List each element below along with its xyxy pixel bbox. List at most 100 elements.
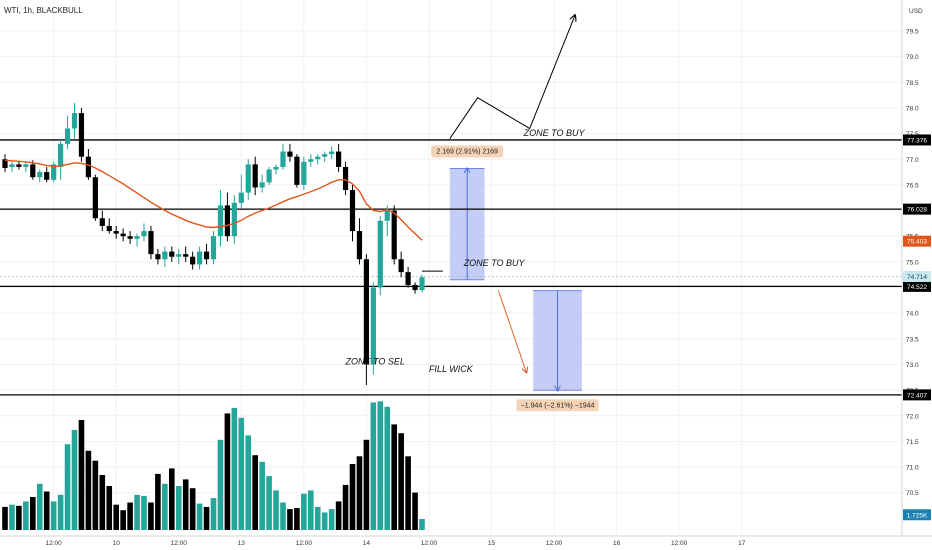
volume-bar: [238, 417, 245, 530]
x-tick-label: 12:00: [46, 540, 63, 547]
candle-body: [148, 231, 154, 255]
y-tick-label: 74.0: [906, 311, 919, 318]
volume-bar: [134, 494, 140, 530]
volume-bar: [314, 506, 321, 530]
candle-body: [280, 151, 286, 167]
measure-up-label-bg: [431, 145, 504, 158]
candle-body: [44, 172, 50, 180]
volume-bar: [356, 456, 363, 530]
measure-down-label: −1.944 (−2.61%) −1944: [521, 402, 595, 409]
candle-body: [405, 272, 411, 285]
volume-bar: [294, 508, 300, 530]
level-price-tag: 76.028: [907, 207, 927, 214]
volume-bar: [231, 407, 238, 530]
volume-bar: [50, 501, 57, 530]
candle-body: [308, 159, 314, 162]
level-price-tag: 72.407: [907, 392, 927, 399]
candle-body: [127, 236, 133, 239]
candle-body: [183, 254, 189, 257]
zone-to-buy-top-label[interactable]: ZONE TO BUY: [523, 128, 586, 138]
fill-wick-label[interactable]: FILL WICK: [429, 364, 474, 374]
last-price-tag: 74.714: [907, 274, 927, 281]
x-tick-label: 14: [363, 540, 371, 547]
candle-body: [412, 284, 418, 291]
candle-body: [336, 151, 342, 167]
candle-body: [259, 182, 265, 188]
trend-drawings[interactable]: [449, 16, 575, 373]
volume-tag: 1.725K: [907, 512, 928, 519]
volume-bar: [162, 483, 168, 530]
volume-bar: [57, 494, 64, 530]
volume-bar: [398, 433, 404, 530]
x-tick-label: 16: [613, 540, 621, 547]
measure-down-label-bg: [516, 399, 599, 412]
zone-to-sell-label[interactable]: ZONE TO SEL: [345, 356, 405, 366]
y-tick-label: 72.0: [906, 413, 919, 420]
volume-bar: [377, 401, 384, 530]
y-tick-label: 71.0: [906, 465, 919, 472]
zone-to-buy-mid-label[interactable]: ZONE TO BUY: [463, 258, 526, 268]
candle-body: [71, 113, 78, 129]
candle-body: [30, 164, 36, 178]
level-price-tag-bg: [903, 203, 931, 215]
x-tick-label: 12:00: [171, 540, 188, 547]
moving-average-line: [4, 159, 423, 241]
horizontal-levels[interactable]: [0, 139, 902, 396]
projected-path-up[interactable]: [449, 16, 575, 139]
volume-bar: [342, 484, 349, 530]
volume-bar: [113, 504, 119, 530]
volume-bar: [36, 483, 43, 530]
x-tick-label: 12:00: [671, 540, 688, 547]
candle-body: [176, 254, 182, 257]
y-tick-label: 78.5: [906, 80, 919, 87]
candle-body: [384, 210, 390, 221]
y-tick-label: 71.5: [906, 439, 919, 446]
y-tick-label: 79.0: [906, 54, 919, 61]
candle-body: [329, 151, 335, 155]
candle-body: [363, 259, 369, 365]
candle-body: [99, 218, 105, 226]
level-price-tag-bg: [903, 134, 931, 146]
projected-path-down[interactable]: [497, 290, 526, 373]
price-axis-panel[interactable]: [902, 0, 932, 536]
candle-body: [106, 225, 112, 232]
volume-bar: [155, 473, 161, 530]
volume-bar: [189, 488, 196, 530]
currency-label: USD: [909, 8, 923, 15]
measure-zones: [449, 168, 582, 390]
volume-bar: [370, 402, 377, 530]
volume-bar: [384, 406, 391, 530]
y-tick-label: 77.0: [906, 157, 919, 164]
y-tick-label: 76.5: [906, 182, 919, 189]
y-tick-label: 79.5: [906, 29, 919, 36]
ma-price-tag-bg: [903, 235, 931, 247]
candle-body: [92, 177, 98, 219]
level-price-tag: 77.376: [907, 137, 927, 144]
candle-body: [2, 159, 8, 168]
volume-bar: [210, 498, 217, 530]
candle-body: [231, 202, 237, 237]
volume-bar: [196, 503, 203, 530]
volume-bar: [245, 435, 252, 530]
volume-bar: [203, 506, 210, 530]
candle-body: [141, 231, 147, 237]
price-tags: 77.376 76.028 74.522 72.407 75.403 74.714 1.72…: [903, 134, 931, 521]
y-tick-label: 75.0: [906, 259, 919, 266]
x-tick-label: 17: [738, 540, 746, 547]
symbol-label: WTI, 1h, BLACKBULL: [4, 6, 83, 15]
volume-bar: [71, 429, 78, 530]
candle-body: [210, 236, 217, 260]
candle-body: [370, 287, 376, 365]
volume-bar: [335, 501, 342, 530]
y-tick-label: 73.5: [906, 336, 919, 343]
y-tick-label: 78.0: [906, 105, 919, 112]
candle-body: [120, 233, 126, 237]
candle-body: [273, 166, 279, 170]
volume-bar: [106, 486, 113, 530]
candle-body: [85, 156, 91, 178]
candle-body: [224, 205, 230, 237]
volume-bar: [120, 510, 126, 530]
volume-bar: [273, 490, 279, 530]
candle-body: [113, 231, 119, 234]
